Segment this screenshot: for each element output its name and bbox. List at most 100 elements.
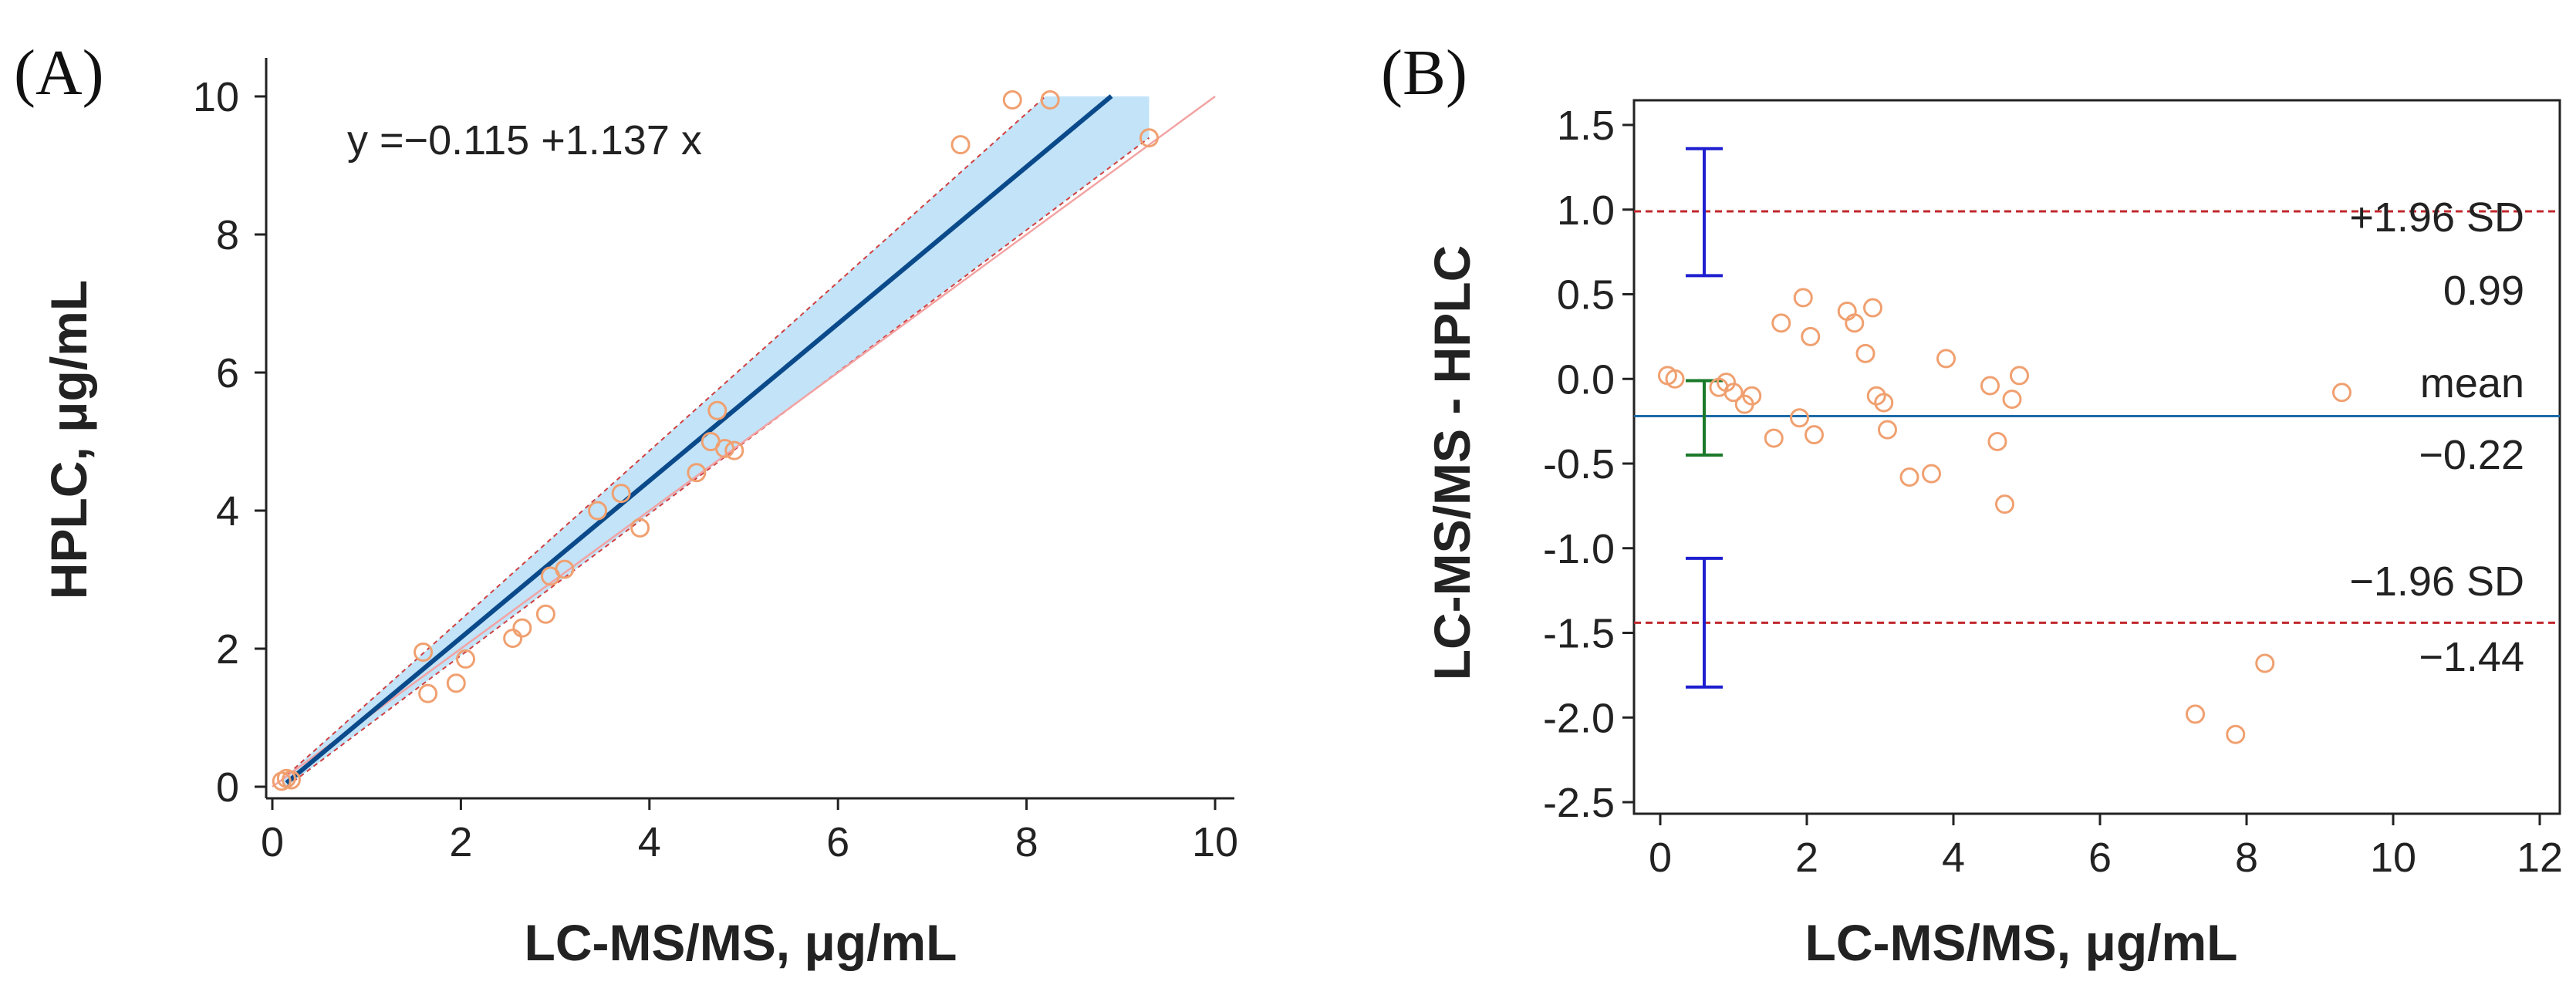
panel-a-lines bbox=[272, 94, 1216, 788]
x-tick-label: 4 bbox=[1942, 835, 1965, 881]
panel-a-label: (A) bbox=[14, 37, 104, 109]
data-point bbox=[2226, 724, 2246, 744]
x-tick-label: 8 bbox=[1015, 819, 1038, 865]
data-point bbox=[535, 604, 555, 624]
regression-line bbox=[285, 94, 1113, 785]
data-point bbox=[446, 673, 466, 693]
lower-loa-label: −1.96 SD bbox=[2349, 558, 2524, 605]
y-tick-label: -2.0 bbox=[1543, 695, 1615, 741]
data-point bbox=[715, 438, 735, 458]
y-tick-label: 2 bbox=[216, 626, 239, 673]
x-tick-label: 4 bbox=[638, 819, 661, 865]
x-tick-label: 2 bbox=[1795, 835, 1818, 881]
panel-b-x-axis-title: LC-MS/MS, μg/mL bbox=[1805, 914, 2238, 971]
data-point bbox=[1878, 420, 1897, 440]
panel-a-y-axis-title: HPLC, μg/mL bbox=[40, 280, 97, 599]
y-tick-label: 0.0 bbox=[1557, 356, 1615, 403]
identity-line bbox=[272, 95, 1216, 788]
panel-a-x-axis-title: LC-MS/MS, μg/mL bbox=[525, 914, 957, 971]
confidence-band-lower-edge bbox=[285, 137, 1150, 788]
mean-label: mean bbox=[2420, 360, 2524, 406]
data-point bbox=[2002, 390, 2022, 410]
data-point bbox=[687, 463, 707, 483]
x-tick-label: 2 bbox=[449, 819, 472, 865]
data-point bbox=[588, 501, 608, 521]
confidence-band-fill bbox=[282, 96, 1150, 787]
panel-b-reference-lines bbox=[1634, 210, 2560, 624]
data-point bbox=[950, 135, 971, 155]
panel-b-y-ticks: 1.5 1.0 0.5 0.0 -0.5 -1.0 -1.5 -2.0 -2.5 bbox=[1543, 103, 1634, 826]
panel-b-y-axis-title: LC-MS/MS - HPLC bbox=[1423, 245, 1480, 681]
y-tick-label: -2.5 bbox=[1543, 780, 1615, 826]
data-point bbox=[281, 770, 301, 790]
upper-loa-value: 0.99 bbox=[2443, 268, 2524, 314]
panel-b-frame bbox=[1632, 99, 2561, 815]
mean-value: −0.22 bbox=[2419, 432, 2524, 478]
y-tick-label: 1.5 bbox=[1557, 103, 1615, 149]
confidence-band-upper-edge bbox=[281, 96, 1046, 781]
x-tick-label: 10 bbox=[2370, 835, 2416, 881]
data-point bbox=[1724, 383, 1744, 403]
panel-b-ci-bars bbox=[1686, 147, 1723, 689]
data-point bbox=[414, 642, 434, 662]
data-point bbox=[1863, 298, 1882, 318]
data-point bbox=[630, 518, 650, 538]
x-tick-label: 6 bbox=[2088, 835, 2112, 881]
panel-a-equation: y =−0.115 +1.137 x bbox=[347, 117, 702, 164]
data-point bbox=[1805, 425, 1824, 445]
x-tick-label: 12 bbox=[2517, 835, 2563, 881]
data-point bbox=[1002, 89, 1022, 110]
y-tick-label: 10 bbox=[193, 74, 239, 120]
data-point bbox=[456, 649, 476, 669]
data-point bbox=[1874, 393, 1894, 413]
panel-a-x-ticks: 0 2 4 6 8 10 bbox=[261, 798, 1238, 865]
data-point bbox=[1665, 369, 1685, 389]
data-point bbox=[1801, 326, 1821, 346]
y-tick-label: 6 bbox=[216, 350, 239, 396]
data-point bbox=[611, 484, 631, 504]
panel-a-y-ticks: 0 2 4 6 8 10 bbox=[193, 74, 266, 811]
data-point bbox=[1793, 288, 1813, 308]
data-point bbox=[707, 400, 728, 420]
data-point bbox=[1764, 428, 1784, 448]
y-tick-label: 0 bbox=[216, 764, 239, 811]
panel-a-confidence-band bbox=[281, 96, 1150, 788]
x-tick-label: 8 bbox=[2235, 835, 2258, 881]
panel-b-points bbox=[1658, 288, 2351, 744]
x-tick-label: 0 bbox=[1649, 835, 1672, 881]
data-point bbox=[1995, 494, 2014, 514]
panel-b-x-ticks: 0 2 4 6 8 10 12 bbox=[1649, 814, 2563, 881]
y-tick-label: 8 bbox=[216, 212, 239, 258]
data-point bbox=[2332, 383, 2351, 403]
data-point bbox=[2010, 366, 2029, 386]
panel-a-axes bbox=[265, 58, 1234, 800]
panel-a-points bbox=[272, 89, 1159, 791]
data-point bbox=[2186, 704, 2205, 724]
panel-b-label: (B) bbox=[1381, 37, 1467, 109]
data-point bbox=[1790, 408, 1809, 428]
data-point bbox=[1936, 349, 1956, 369]
upper-loa-label: +1.96 SD bbox=[2349, 194, 2524, 241]
y-tick-label: 1.0 bbox=[1557, 187, 1615, 234]
x-tick-label: 10 bbox=[1192, 819, 1238, 865]
x-tick-label: 0 bbox=[261, 819, 284, 865]
data-point bbox=[2255, 653, 2275, 673]
data-point bbox=[1980, 376, 2000, 396]
y-tick-label: 0.5 bbox=[1557, 272, 1615, 319]
x-tick-label: 6 bbox=[826, 819, 849, 865]
data-point bbox=[1742, 386, 1762, 406]
data-point bbox=[512, 618, 532, 638]
y-tick-label: 4 bbox=[216, 488, 239, 535]
data-point bbox=[724, 440, 744, 460]
data-point bbox=[1139, 128, 1159, 148]
panel-a: (A) 0 2 4 6 8 10 0 2 4 6 8 10 y =−0.115 +1.137 x L… bbox=[14, 37, 1238, 971]
panel-b-plot-frame bbox=[1632, 99, 2561, 815]
data-point bbox=[1845, 313, 1865, 333]
y-tick-label: -1.5 bbox=[1543, 611, 1615, 657]
data-point bbox=[555, 559, 575, 579]
panel-b: (B) 0 2 4 6 8 10 12 1.5 1.0 0.5 0.0 -0.5 -1.0 -1.5 -2… bbox=[1381, 37, 2563, 971]
data-point bbox=[1040, 89, 1060, 110]
data-point bbox=[1855, 343, 1875, 363]
data-point bbox=[1899, 467, 1919, 487]
